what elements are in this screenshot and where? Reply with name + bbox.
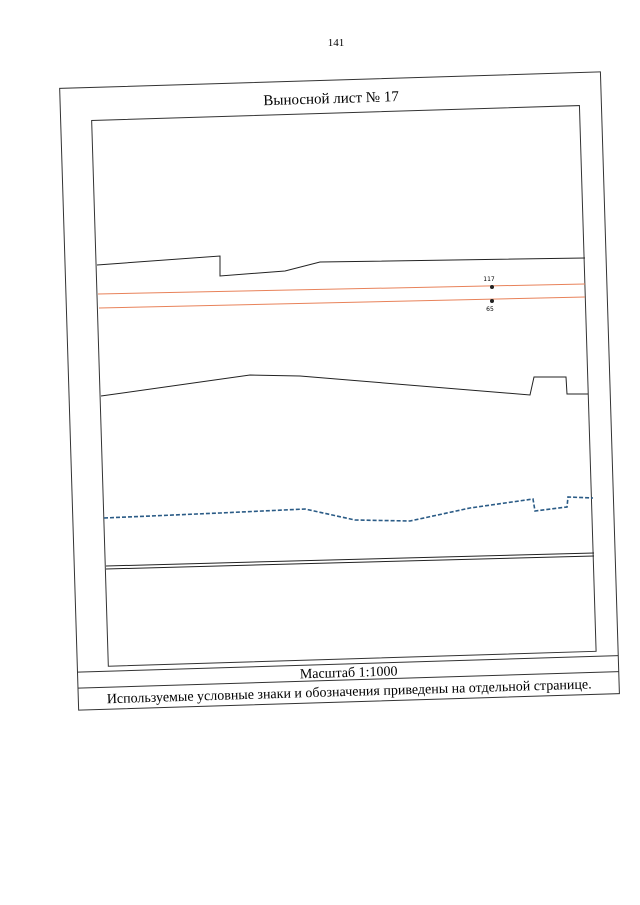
boundary-line <box>100 374 588 397</box>
point-label: 65 <box>486 306 494 313</box>
point <box>490 285 494 289</box>
divider <box>77 655 619 673</box>
boundary-line <box>105 552 595 567</box>
red-line <box>97 283 586 295</box>
point <box>490 299 494 303</box>
red-line <box>98 296 586 309</box>
sheet-title: Выносной лист № 17 <box>263 89 399 109</box>
map-frame <box>91 105 597 667</box>
dashed-boundary <box>103 496 594 522</box>
page-number: 141 <box>328 37 345 49</box>
point-label: 117 <box>483 276 495 283</box>
outer-frame <box>59 71 620 711</box>
divider <box>77 671 619 689</box>
map-content: 117 65 <box>96 255 595 570</box>
boundary-line <box>96 255 586 277</box>
scale-label: Масштаб 1:1000 <box>300 664 398 682</box>
boundary-line <box>105 555 595 570</box>
